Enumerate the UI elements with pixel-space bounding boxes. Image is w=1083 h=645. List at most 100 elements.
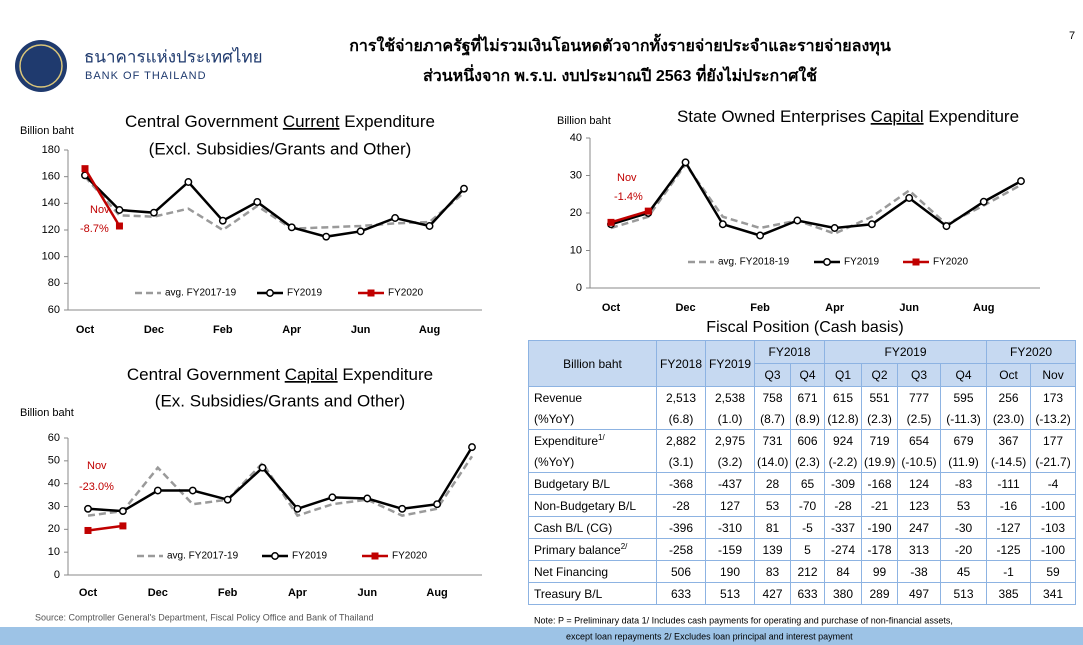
x-tick-label: Oct	[79, 587, 98, 599]
cell: 2,513	[656, 386, 706, 408]
point	[905, 194, 914, 202]
footer-bar	[0, 627, 1083, 645]
y-tick-label: 0	[54, 569, 60, 581]
point	[293, 504, 302, 513]
chart-title-part: Expenditure	[340, 112, 435, 131]
cell: -38	[897, 560, 941, 583]
point	[287, 223, 296, 232]
cell: -111	[986, 472, 1032, 495]
series-line	[87, 446, 474, 513]
cell: 497	[897, 582, 941, 605]
chart-title-part: Central Government	[125, 112, 283, 131]
table-row: Revenue 2,513 2,538 758 671 615 551 777 595 256 17…	[528, 386, 1077, 408]
cell: 28	[754, 472, 791, 495]
cell: 719	[861, 429, 898, 451]
cell: 81	[754, 516, 791, 539]
y-tick-label: 60	[48, 432, 60, 444]
cell: -337	[824, 516, 862, 539]
row-label: (%YoY)	[534, 411, 575, 426]
point	[119, 522, 127, 530]
cell: 5	[790, 538, 825, 561]
x-tick-label: Aug	[426, 587, 447, 599]
x-tick-label: Aug	[419, 324, 440, 336]
cell: (11.9)	[939, 451, 988, 473]
point	[253, 198, 262, 206]
x-tick-label: Dec	[148, 587, 168, 599]
chart-title-part: Capital	[285, 365, 338, 384]
y-tick-label: 60	[48, 304, 60, 316]
cell: 595	[939, 386, 988, 408]
point	[830, 224, 839, 232]
row-label: Net Financing	[534, 564, 609, 579]
cell: 247	[897, 516, 941, 539]
row-label-cell: Revenue	[528, 386, 657, 408]
cell: -21	[861, 494, 898, 517]
legend-marker	[367, 289, 375, 297]
cell: 190	[705, 560, 755, 583]
y-axis-label: Billion baht	[20, 125, 74, 137]
table-row: Expenditure1/2,882 2,975 731 606 924 719 654 67…	[528, 429, 1077, 451]
header-cell: Q2	[861, 363, 898, 387]
cell: 173	[1030, 386, 1077, 408]
point	[223, 495, 232, 504]
legend-label: FY2020	[392, 551, 427, 562]
annotation: Nov	[90, 204, 110, 216]
cell: 671	[790, 386, 825, 408]
x-tick-label: Oct	[76, 324, 95, 336]
cell: (2.3)	[861, 408, 898, 430]
annotation: Nov	[617, 172, 637, 184]
row-label: Budgetary B/L	[534, 476, 611, 491]
cell: -368	[656, 472, 706, 495]
cell: 367	[986, 429, 1032, 451]
cell: (6.8)	[656, 408, 706, 430]
cell: -125	[986, 538, 1032, 561]
point	[644, 207, 652, 215]
table-title: Fiscal Position (Cash basis)	[706, 319, 903, 336]
legend-marker	[266, 289, 274, 297]
cell: 551	[861, 386, 898, 408]
point	[718, 220, 727, 229]
point	[149, 208, 158, 217]
logo-name-en: BANK OF THAILAND	[85, 70, 207, 82]
y-tick-label: 80	[48, 277, 60, 289]
cell: 513	[705, 582, 755, 605]
cell: 385	[986, 582, 1032, 605]
point	[1017, 177, 1025, 186]
point	[322, 232, 331, 241]
cell: 380	[824, 582, 862, 605]
legend-marker	[271, 552, 279, 560]
cell: -16	[986, 494, 1032, 517]
legend-label: FY2019	[287, 288, 322, 299]
row-label: Revenue	[534, 390, 583, 405]
chart-title-part: Expenditure	[924, 107, 1019, 126]
cell: -20	[939, 538, 988, 561]
y-tick-label: 20	[570, 207, 582, 219]
row-label-cell: (%YoY)	[528, 408, 657, 430]
header-cell: Q4	[790, 363, 825, 387]
x-tick-label: Jun	[351, 324, 371, 336]
cell: 513	[939, 582, 988, 605]
series-line	[84, 174, 465, 238]
cell: (-11.3)	[939, 408, 988, 430]
cell: 127	[705, 494, 755, 517]
row-label-cell: Net Financing	[528, 560, 657, 583]
source: Source: Comptroller General's Department…	[35, 612, 374, 622]
cell: (3.2)	[705, 451, 755, 473]
legend-label: FY2019	[844, 257, 879, 268]
legend-label: avg. FY2017-19	[165, 288, 237, 299]
x-tick-label: Apr	[288, 587, 308, 599]
row-label: Non-Budgetary B/L	[534, 498, 637, 513]
point	[979, 197, 988, 206]
point	[115, 206, 124, 214]
point	[681, 158, 690, 167]
cell: -30	[939, 516, 988, 539]
cell: 289	[861, 582, 898, 605]
point	[188, 486, 197, 495]
chart-subtitle: (Excl. Subsidies/Grants and Other)	[149, 139, 412, 158]
chart-subtitle: (Ex. Subsidies/Grants and Other)	[155, 391, 405, 410]
y-tick-label: 120	[42, 224, 60, 236]
cell: (2.5)	[897, 408, 941, 430]
x-tick-label: Apr	[825, 302, 845, 314]
